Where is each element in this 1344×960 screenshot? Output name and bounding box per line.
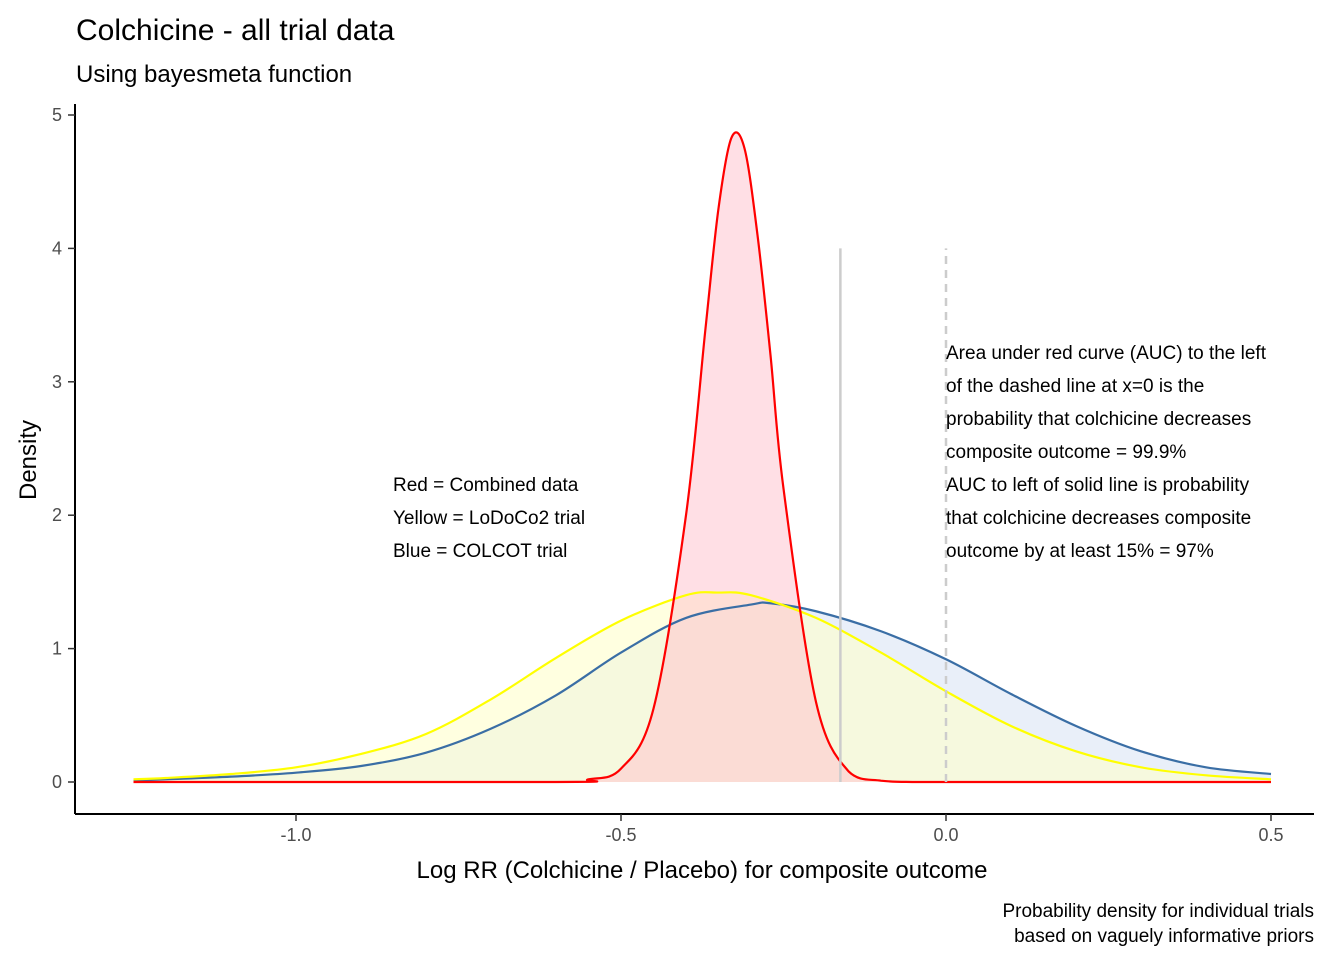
series-blue-line bbox=[133, 601, 1272, 782]
series-red-line bbox=[133, 131, 1271, 784]
y-tick-label: 3 bbox=[52, 372, 62, 392]
caption-line: based on vaguely informative priors bbox=[1014, 926, 1314, 947]
y-tick-label: 4 bbox=[52, 238, 62, 258]
x-tick-label: -1.0 bbox=[280, 825, 311, 845]
x-axis-title: Log RR (Colchicine / Placebo) for compos… bbox=[417, 857, 988, 884]
y-tick-label: 2 bbox=[52, 505, 62, 525]
y-axis-ticks: 0 1 2 3 4 5 bbox=[52, 105, 75, 792]
auc-line: of the dashed line at x=0 is the bbox=[946, 376, 1204, 397]
series-red-area bbox=[133, 132, 1271, 783]
y-tick-label: 1 bbox=[52, 639, 62, 659]
series-layer bbox=[133, 131, 1272, 784]
x-tick-label: -0.5 bbox=[605, 825, 636, 845]
auc-line: Area under red curve (AUC) to the left bbox=[946, 343, 1267, 364]
auc-line: AUC to left of solid line is probability bbox=[946, 475, 1250, 496]
auc-line: composite outcome = 99.9% bbox=[946, 442, 1186, 463]
x-axis-ticks: -1.0 -0.5 0.0 0.5 bbox=[280, 814, 1284, 845]
auc-line: outcome by at least 15% = 97% bbox=[946, 541, 1214, 562]
chart-subtitle: Using bayesmeta function bbox=[76, 61, 352, 88]
series-legend-annotation: Red = Combined data Yellow = LoDoCo2 tri… bbox=[393, 475, 585, 562]
x-tick-label: 0.0 bbox=[933, 825, 958, 845]
y-tick-label: 0 bbox=[52, 772, 62, 792]
auc-annotation: Area under red curve (AUC) to the left o… bbox=[946, 343, 1267, 562]
series-yellow-line bbox=[133, 591, 1272, 781]
caption-line: Probability density for individual trial… bbox=[1002, 901, 1314, 922]
auc-line: probability that colchicine decreases bbox=[946, 409, 1251, 430]
chart-title: Colchicine - all trial data bbox=[76, 14, 395, 47]
auc-line: that colchicine decreases composite bbox=[946, 508, 1251, 529]
legend-line-red: Red = Combined data bbox=[393, 475, 579, 496]
legend-line-blue: Blue = COLCOT trial bbox=[393, 541, 567, 562]
x-tick-label: 0.5 bbox=[1258, 825, 1283, 845]
caption: Probability density for individual trial… bbox=[1002, 901, 1314, 947]
y-axis-title: Density bbox=[15, 420, 42, 500]
y-tick-label: 5 bbox=[52, 105, 62, 125]
reference-lines bbox=[839, 248, 948, 782]
legend-line-yellow: Yellow = LoDoCo2 trial bbox=[393, 508, 585, 529]
